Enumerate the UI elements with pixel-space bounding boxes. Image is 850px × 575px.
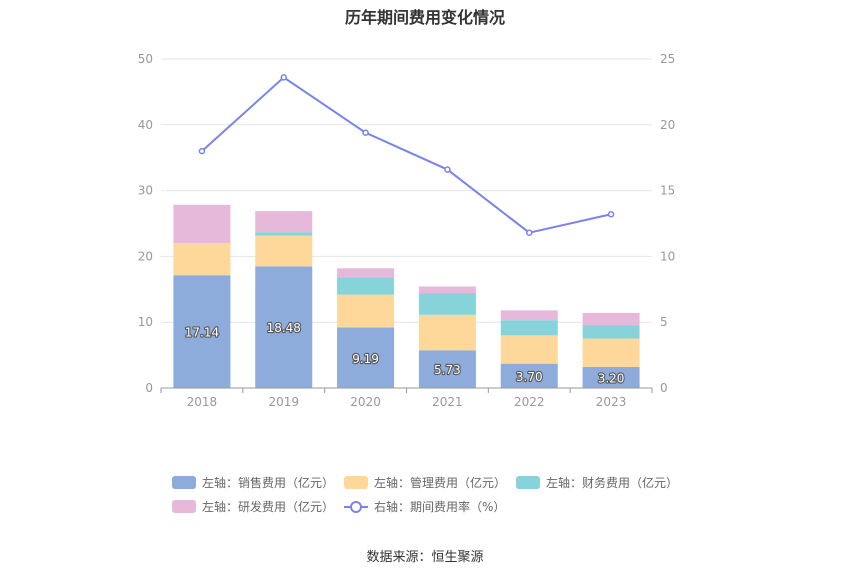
bar-admin xyxy=(173,242,231,276)
bar-sales xyxy=(500,363,558,388)
x-tick-label: 2020 xyxy=(350,395,381,409)
left-tick-label: 30 xyxy=(138,184,153,198)
legend-item-sales[interactable]: 左轴：销售费用（亿元） xyxy=(172,474,334,491)
bar-admin xyxy=(582,338,640,367)
x-axis: 2018 2019 2020 2021 2022 2023 xyxy=(160,387,653,409)
bar-finance xyxy=(418,293,476,315)
legend-item-finance[interactable]: 左轴：财务费用（亿元） xyxy=(516,474,678,491)
bar-sales xyxy=(255,266,313,388)
legend-item-rd[interactable]: 左轴：研发费用（亿元） xyxy=(172,498,334,515)
bar-sales xyxy=(337,327,395,388)
left-tick-label: 50 xyxy=(138,52,153,66)
bar-rd xyxy=(255,211,313,233)
bar-admin xyxy=(500,335,558,364)
right-tick-label: 0 xyxy=(660,381,668,395)
bar-rd xyxy=(582,312,640,326)
bar-value-label: 18.48 xyxy=(267,321,301,335)
legend-label-sales: 左轴：销售费用（亿元） xyxy=(202,476,335,490)
legend-swatch-ratio xyxy=(344,500,368,513)
x-tick-label: 2022 xyxy=(514,395,545,409)
bar-rd xyxy=(418,286,476,294)
ratio-line xyxy=(198,74,615,236)
legend-label-ratio: 右轴：期间费用率（%） xyxy=(374,500,506,514)
ratio-point xyxy=(526,229,533,236)
x-tick-label: 2023 xyxy=(596,395,627,409)
right-tick-label: 20 xyxy=(660,118,675,132)
ratio-point xyxy=(198,147,206,155)
legend-dot-ratio xyxy=(350,501,362,513)
bar-rd xyxy=(337,268,395,278)
bar-finance xyxy=(337,277,395,295)
bar-finance xyxy=(255,232,313,236)
x-tick-label: 2018 xyxy=(187,395,218,409)
left-tick-label: 40 xyxy=(138,118,153,132)
legend-swatch-finance xyxy=(516,476,540,489)
bar-admin xyxy=(418,314,476,351)
x-tick-label: 2019 xyxy=(268,395,299,409)
ratio-point xyxy=(444,166,451,173)
right-tick-label: 5 xyxy=(660,315,668,329)
bar-finance xyxy=(500,320,558,336)
stacked-bars xyxy=(173,204,640,388)
ratio-point xyxy=(362,129,369,136)
bar-data-labels: 17.14 18.48 9.19 5.73 3.70 3.20 xyxy=(184,320,626,386)
legend-label-finance: 左轴：财务费用（亿元） xyxy=(546,476,679,490)
left-axis-ticks: 0 10 20 30 40 50 xyxy=(138,52,153,395)
ratio-point xyxy=(607,211,615,218)
bar-value-label: 3.70 xyxy=(516,370,543,384)
right-axis-ticks: 0 5 10 15 20 25 xyxy=(660,52,675,395)
legend-item-ratio[interactable]: 右轴：期间费用率（%） xyxy=(344,498,505,515)
bar-value-label: 17.14 xyxy=(185,326,219,340)
right-tick-label: 10 xyxy=(660,249,675,263)
right-tick-label: 25 xyxy=(660,52,675,66)
legend-swatch-admin xyxy=(344,476,368,489)
bar-value-label: 9.19 xyxy=(352,352,379,366)
bar-finance xyxy=(582,325,640,339)
bar-value-label: 3.20 xyxy=(598,371,625,385)
bar-sales xyxy=(418,350,476,388)
x-tick-label: 2021 xyxy=(432,395,463,409)
bar-value-label: 5.73 xyxy=(434,363,461,377)
left-tick-label: 20 xyxy=(138,249,153,263)
right-tick-label: 15 xyxy=(660,184,675,198)
bar-admin xyxy=(255,235,313,267)
legend-label-admin: 左轴：管理费用（亿元） xyxy=(374,476,507,490)
data-source: 数据来源：恒生聚源 xyxy=(366,550,484,565)
bar-rd xyxy=(173,204,231,243)
legend-swatch-sales xyxy=(172,476,196,489)
chart-title: 历年期间费用变化情况 xyxy=(344,8,505,27)
bar-admin xyxy=(337,294,395,328)
left-tick-label: 10 xyxy=(138,315,153,329)
bar-sales xyxy=(582,366,640,388)
bar-sales xyxy=(173,275,231,388)
ratio-point xyxy=(280,74,287,81)
grid-lines xyxy=(161,58,652,389)
legend-swatch-rd xyxy=(172,500,196,513)
bar-rd xyxy=(500,310,558,321)
left-tick-label: 0 xyxy=(145,381,153,395)
ratio-line-path xyxy=(201,76,612,234)
legend-label-rd: 左轴：研发费用（亿元） xyxy=(202,500,335,514)
legend-item-admin[interactable]: 左轴：管理费用（亿元） xyxy=(344,474,506,491)
